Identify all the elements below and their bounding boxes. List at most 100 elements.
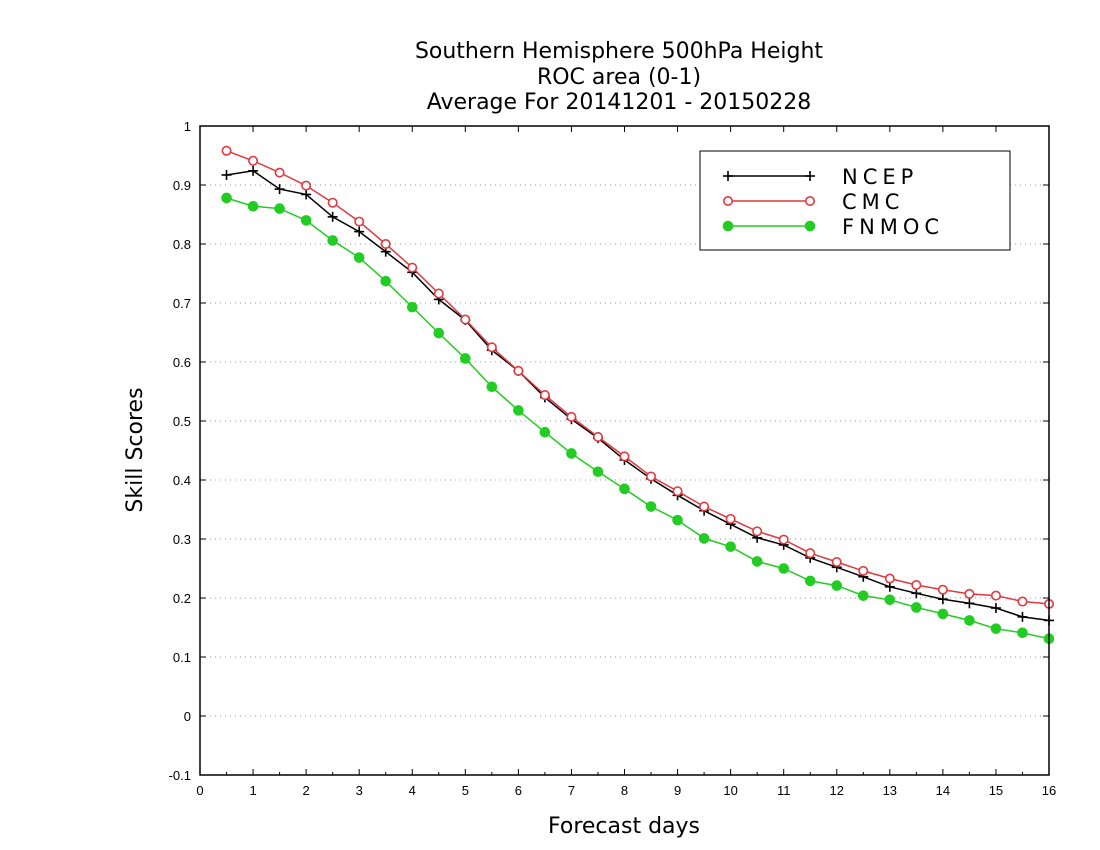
data-point-fnmoc bbox=[804, 575, 816, 587]
data-point-cmc bbox=[486, 342, 497, 353]
data-point-fnmoc bbox=[247, 200, 259, 212]
series-layer bbox=[221, 145, 1055, 645]
chart-title-line-1: Southern Hemisphere 500hPa Height bbox=[415, 39, 823, 64]
data-point-cmc bbox=[460, 314, 471, 325]
data-point-fnmoc bbox=[751, 556, 763, 567]
legend-marker-end-ncep bbox=[805, 171, 815, 181]
x-tick-label: 4 bbox=[409, 783, 416, 798]
data-point-cmc bbox=[725, 513, 736, 524]
data-point-fnmoc bbox=[911, 602, 922, 613]
data-point-fnmoc bbox=[539, 426, 551, 438]
data-point-cmc bbox=[646, 471, 657, 482]
x-tick-label: 7 bbox=[568, 783, 575, 798]
y-tick-label: -0.1 bbox=[169, 768, 191, 783]
data-point-cmc bbox=[380, 239, 391, 250]
data-point-cmc bbox=[327, 197, 338, 208]
data-point-cmc bbox=[566, 411, 577, 422]
x-tick-label: 8 bbox=[621, 783, 628, 798]
y-tick-label: 0 bbox=[184, 709, 191, 724]
data-point-fnmoc bbox=[460, 353, 471, 364]
series-line-fnmoc bbox=[226, 197, 1050, 640]
data-point-cmc bbox=[513, 365, 524, 376]
data-point-fnmoc bbox=[698, 533, 710, 544]
data-point-cmc bbox=[672, 486, 683, 497]
data-point-fnmoc bbox=[221, 192, 232, 204]
legend-item-ncep: NCEP bbox=[723, 165, 918, 189]
data-point-cmc bbox=[937, 584, 948, 595]
x-tick-label: 15 bbox=[989, 783, 1003, 798]
chart-title: Southern Hemisphere 500hPa Height ROC ar… bbox=[415, 39, 823, 115]
data-point-fnmoc bbox=[566, 448, 577, 459]
data-point-fnmoc bbox=[592, 466, 604, 478]
x-axis-label: Forecast days bbox=[548, 814, 700, 839]
data-point-fnmoc bbox=[857, 590, 869, 601]
data-point-fnmoc bbox=[778, 563, 789, 574]
x-tick-label: 16 bbox=[1042, 783, 1056, 798]
x-tick-label: 3 bbox=[356, 783, 363, 798]
legend-label-ncep: NCEP bbox=[842, 165, 918, 189]
data-point-fnmoc bbox=[300, 215, 312, 226]
data-point-fnmoc bbox=[433, 327, 445, 339]
x-tick-label: 0 bbox=[196, 783, 203, 798]
x-axis: 0 1 2 3 4 5 6 7 8 9 10 11 12 13 14 15 16 bbox=[196, 126, 1056, 798]
x-tick-label: 2 bbox=[303, 783, 310, 798]
x-tick-label: 9 bbox=[674, 783, 681, 798]
data-point-cmc bbox=[354, 216, 365, 227]
data-point-cmc bbox=[805, 548, 816, 559]
x-tick-label: 6 bbox=[515, 783, 522, 798]
x-tick-label: 11 bbox=[777, 783, 791, 798]
series-fnmoc bbox=[221, 192, 1055, 645]
data-point-ncep bbox=[354, 226, 365, 237]
data-point-ncep bbox=[274, 184, 285, 195]
y-tick-label: 0.8 bbox=[173, 237, 191, 252]
data-point-cmc bbox=[248, 155, 259, 166]
data-point-fnmoc bbox=[937, 608, 949, 620]
data-point-cmc bbox=[301, 180, 312, 191]
data-point-cmc bbox=[778, 534, 789, 545]
y-tick-label: 0.2 bbox=[173, 591, 191, 606]
data-point-cmc bbox=[911, 580, 922, 591]
y-tick-label: 0.7 bbox=[173, 296, 191, 311]
legend-item-fnmoc: FNMOC bbox=[722, 215, 944, 239]
data-point-cmc bbox=[831, 557, 842, 568]
data-point-fnmoc bbox=[406, 301, 418, 313]
y-tick-label: 0.3 bbox=[173, 532, 191, 547]
y-axis: -0.1 0 0.1 0.2 0.3 0.4 0.5 0.6 0.7 0.8 0.9 1 bbox=[169, 119, 1049, 783]
legend-marker-end-cmc bbox=[804, 196, 815, 207]
legend-label-fnmoc: FNMOC bbox=[842, 215, 944, 239]
legend-marker-start-cmc bbox=[722, 196, 733, 207]
y-tick-label: 1 bbox=[184, 119, 191, 134]
legend-item-cmc: CMC bbox=[722, 190, 904, 214]
data-point-fnmoc bbox=[353, 252, 365, 263]
data-point-fnmoc bbox=[1017, 627, 1028, 639]
data-point-ncep bbox=[1017, 611, 1028, 622]
data-point-cmc bbox=[752, 526, 763, 537]
data-point-fnmoc bbox=[486, 381, 498, 393]
data-point-fnmoc bbox=[327, 235, 338, 246]
grid-lines bbox=[200, 184, 1049, 717]
data-point-cmc bbox=[407, 262, 418, 273]
x-tick-label: 12 bbox=[830, 783, 844, 798]
y-tick-label: 0.6 bbox=[173, 355, 191, 370]
legend-marker-end-fnmoc bbox=[804, 220, 816, 232]
legend-label-cmc: CMC bbox=[842, 190, 904, 214]
y-tick-label: 0.9 bbox=[173, 178, 191, 193]
x-tick-label: 1 bbox=[249, 783, 256, 798]
data-point-cmc bbox=[221, 145, 232, 156]
y-tick-label: 0.1 bbox=[173, 650, 191, 665]
series-cmc bbox=[221, 145, 1055, 609]
data-point-fnmoc bbox=[619, 483, 630, 495]
data-point-ncep bbox=[937, 594, 948, 605]
data-point-ncep bbox=[248, 165, 259, 176]
series-ncep bbox=[221, 165, 1054, 626]
data-point-fnmoc bbox=[645, 501, 657, 512]
data-point-fnmoc bbox=[672, 514, 683, 526]
data-point-fnmoc bbox=[725, 541, 736, 552]
data-point-fnmoc bbox=[380, 275, 392, 287]
chart-title-line-2: ROC area (0-1) bbox=[537, 65, 701, 90]
x-tick-label: 14 bbox=[936, 783, 950, 798]
y-axis-label: Skill Scores bbox=[123, 387, 148, 512]
legend-marker-start-fnmoc bbox=[722, 220, 734, 232]
